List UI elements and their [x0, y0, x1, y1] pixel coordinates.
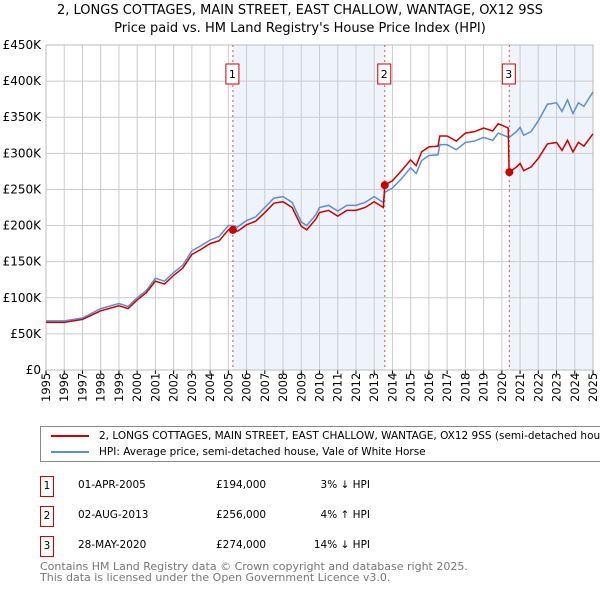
x-tick-label: 1997: [75, 373, 89, 402]
x-tick-label: 1998: [94, 373, 108, 402]
sale-price: £274,000: [216, 539, 267, 551]
plot-area: 1995 1996 1997 1998 1999 2000 2001 2002 2003 2004…: [3, 38, 600, 402]
y-tick-label: £400K: [3, 74, 43, 88]
y-tick-label: £250K: [3, 182, 43, 196]
sale-number-badge: 1: [40, 476, 54, 497]
y-tick-label: £50K: [10, 327, 42, 341]
x-tick-label: 2020: [495, 373, 509, 402]
sale-marker-label: 2: [381, 68, 388, 81]
sale-marker-box: [377, 63, 392, 85]
y-tick-label: £450K: [3, 38, 43, 52]
x-tick-label: 2016: [422, 373, 436, 402]
x-tick-label: 2019: [477, 373, 491, 402]
x-tick-label: 2001: [148, 373, 162, 402]
hpi-line: [46, 91, 594, 322]
x-tick-label: 2023: [550, 373, 564, 402]
legend-swatch-red: [51, 435, 89, 437]
x-tick-label: 2012: [349, 373, 363, 402]
sale-date: 02-AUG-2013: [78, 509, 149, 521]
sale-point: [380, 181, 389, 190]
x-tick-label: 1995: [39, 373, 53, 402]
sale-number-badge: 2: [40, 506, 54, 527]
sale-price: £256,000: [216, 509, 267, 521]
x-tick-label: 1999: [112, 373, 126, 402]
sale-point: [505, 168, 514, 177]
x-tick-label: 2000: [130, 373, 144, 402]
x-tick-label: 2025: [586, 373, 600, 402]
sale-hpi-diff: 14% ↓ HPI: [313, 539, 370, 551]
sale-marker-label: 1: [229, 68, 236, 81]
x-tick-label: 2017: [440, 373, 454, 402]
plot-border: [45, 44, 594, 371]
legend-swatch-blue: [51, 451, 89, 453]
x-tick-label: 2013: [367, 373, 381, 402]
x-tick-label: 2007: [258, 373, 272, 402]
sale-number-badge: 3: [40, 536, 54, 557]
x-tick-label: 2010: [313, 373, 327, 402]
y-tick-label: £100K: [3, 291, 43, 305]
y-tick-label: £150K: [3, 255, 43, 269]
chart-subtitle: Price paid vs. HM Land Registry's House …: [114, 21, 486, 36]
x-tick-label: 2014: [385, 373, 399, 402]
x-tick-label: 2003: [185, 373, 199, 402]
sale-marker-box: [225, 63, 240, 85]
y-tick-label: £350K: [3, 110, 43, 124]
sale-hpi-diff: 4% ↑ HPI: [320, 509, 370, 521]
x-tick-label: 2024: [568, 373, 582, 402]
property-price-line: [46, 122, 594, 324]
footer-line-1: Contains HM Land Registry data © Crown c…: [40, 560, 468, 573]
y-tick-label: £200K: [3, 219, 43, 233]
sale-point: [228, 225, 237, 234]
sale-price: £194,000: [216, 479, 267, 491]
x-tick-label: 2018: [458, 373, 472, 402]
x-tick-label: 2004: [203, 373, 217, 402]
x-tick-label: 2009: [294, 373, 308, 402]
legend-label-property: 2, LONGS COTTAGES, MAIN STREET, EAST CHA…: [99, 430, 600, 442]
y-tick-label: £300K: [3, 146, 43, 160]
sale-marker-box: [501, 63, 516, 85]
chart-title: 2, LONGS COTTAGES, MAIN STREET, EAST CHA…: [56, 3, 544, 18]
x-tick-label: 2022: [531, 373, 545, 402]
footer: Contains HM Land Registry data © Crown c…: [40, 561, 468, 583]
sale-marker-label: 3: [505, 68, 512, 81]
x-tick-label: 2006: [240, 373, 254, 402]
legend: 2, LONGS COTTAGES, MAIN STREET, EAST CHA…: [40, 426, 600, 462]
shaded-period: [232, 45, 385, 370]
x-tick-label: 2011: [331, 373, 345, 402]
y-tick-label: £0: [26, 363, 41, 377]
sale-hpi-diff: 3% ↓ HPI: [320, 479, 370, 491]
x-tick-label: 2021: [513, 373, 527, 402]
footer-line-2: This data is licensed under the Open Gov…: [40, 571, 391, 584]
x-tick-label: 2005: [221, 373, 235, 402]
sale-date: 28-MAY-2020: [78, 539, 147, 551]
legend-label-hpi: HPI: Average price, semi-detached house,…: [99, 446, 426, 458]
x-tick-label: 2002: [167, 373, 181, 402]
sale-date: 01-APR-2005: [78, 479, 146, 491]
x-tick-label: 2015: [404, 373, 418, 402]
x-tick-label: 2008: [276, 373, 290, 402]
shaded-period: [509, 45, 593, 370]
x-tick-label: 1996: [57, 373, 71, 402]
